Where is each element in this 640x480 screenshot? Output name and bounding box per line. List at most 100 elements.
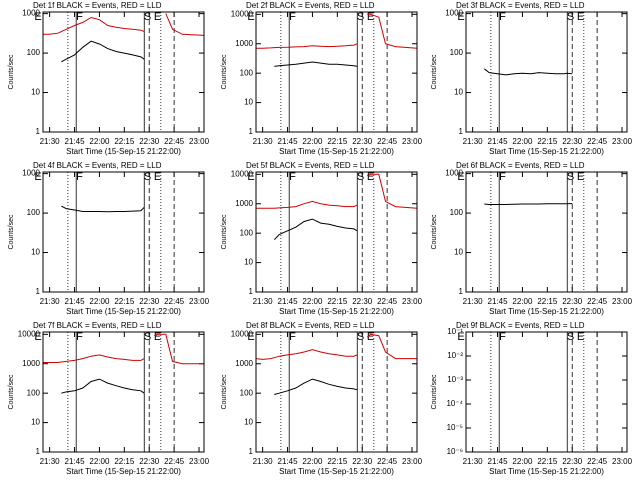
series-line — [484, 203, 573, 205]
y-axis-label: Counts/sec — [431, 374, 438, 410]
x-tick-label: 21:45 — [65, 457, 86, 466]
x-tick-label: 21:30 — [40, 137, 61, 146]
y-tick-label: 10000 — [18, 329, 41, 338]
x-axis-label: Start Time (15-Sep-15 21:22:00) — [66, 147, 181, 156]
x-tick-label: 23:00 — [612, 137, 633, 146]
y-axis-label: Counts/sec — [221, 374, 228, 410]
panel-title: Det 7f BLACK = Events, RED = LLD — [33, 321, 162, 330]
x-tick-label: 22:30 — [562, 457, 583, 466]
x-tick-label: 22:30 — [139, 137, 160, 146]
x-tick-label: 22:15 — [537, 297, 558, 306]
marker-label: E — [367, 331, 374, 343]
x-tick-label: 22:00 — [89, 457, 110, 466]
y-tick-label: 10⁻⁵ — [447, 423, 463, 432]
x-axis-label: Start Time (15-Sep-15 21:22:00) — [489, 307, 604, 316]
x-tick-label: 22:45 — [164, 137, 185, 146]
marker-label: S — [144, 331, 151, 343]
series-line — [273, 218, 358, 241]
marker-label: E — [457, 11, 464, 23]
x-tick-label: 22:00 — [302, 457, 323, 466]
y-tick-label: 10⁻³ — [447, 375, 463, 384]
y-tick-label: 10 — [244, 98, 253, 107]
x-tick-label: 22:45 — [164, 457, 185, 466]
marker-label: E — [457, 171, 464, 183]
x-axis-label: Start Time (15-Sep-15 21:22:00) — [489, 467, 604, 476]
x-tick-label: 22:30 — [562, 137, 583, 146]
x-tick-label: 21:30 — [40, 297, 61, 306]
y-axis-label: Counts/sec — [221, 54, 228, 90]
x-tick-label: 21:30 — [253, 457, 274, 466]
x-tick-label: 21:45 — [488, 137, 509, 146]
panel-title: Det 5f BLACK = Events, RED = LLD — [246, 161, 375, 170]
marker-label: E — [577, 11, 584, 23]
marker-label: S — [567, 11, 574, 23]
x-tick-label: 22:45 — [164, 297, 185, 306]
marker-label: S — [357, 331, 364, 343]
y-tick-label: 100 — [27, 48, 41, 57]
x-tick-label: 22:15 — [537, 457, 558, 466]
marker-label: E — [34, 11, 41, 23]
x-tick-label: 23:00 — [402, 457, 423, 466]
y-tick-label: 10⁻² — [447, 351, 463, 360]
x-axis-label: Start Time (15-Sep-15 21:22:00) — [66, 467, 181, 476]
x-axis-label: Start Time (15-Sep-15 21:22:00) — [279, 467, 394, 476]
y-tick-label: 100 — [240, 68, 254, 77]
x-tick-label: 21:30 — [463, 137, 484, 146]
y-tick-label: 10⁻⁶ — [447, 447, 463, 456]
x-tick-label: 22:45 — [377, 297, 398, 306]
y-tick-label: 10 — [31, 88, 40, 97]
x-tick-label: 21:45 — [278, 137, 299, 146]
x-tick-label: 22:15 — [327, 297, 348, 306]
y-tick-label: 100 — [240, 228, 254, 237]
x-tick-label: 23:00 — [189, 297, 210, 306]
marker-label: E — [367, 171, 374, 183]
y-tick-label: 1 — [459, 127, 464, 136]
y-tick-label: 10 — [31, 248, 40, 257]
y-tick-label: 10 — [454, 88, 463, 97]
y-tick-label: 1000 — [235, 39, 253, 48]
y-tick-label: 1 — [249, 127, 254, 136]
marker-label: F — [76, 331, 83, 343]
x-tick-label: 21:30 — [463, 297, 484, 306]
plot-frame — [42, 11, 205, 133]
y-axis-label: Counts/sec — [431, 54, 438, 90]
marker-label: F — [289, 171, 296, 183]
x-tick-label: 21:45 — [278, 297, 299, 306]
plot-frame — [465, 171, 628, 293]
series-line — [43, 13, 204, 36]
x-tick-label: 23:00 — [189, 137, 210, 146]
y-tick-label: 1000 — [445, 9, 463, 18]
x-tick-label: 23:00 — [612, 297, 633, 306]
x-tick-label: 21:45 — [488, 297, 509, 306]
y-tick-label: 10000 — [231, 169, 254, 178]
series-line — [61, 40, 145, 63]
x-axis-label: Start Time (15-Sep-15 21:22:00) — [66, 307, 181, 316]
x-tick-label: 21:30 — [463, 457, 484, 466]
marker-label: S — [144, 171, 151, 183]
x-tick-label: 22:15 — [114, 297, 135, 306]
y-tick-label: 1000 — [22, 9, 40, 18]
panel-title: Det 9f BLACK = Events, RED = LLD — [456, 321, 585, 330]
x-tick-label: 22:15 — [114, 457, 135, 466]
y-tick-label: 100 — [27, 208, 41, 217]
marker-label: S — [144, 11, 151, 23]
series-line — [61, 205, 145, 213]
y-tick-label: 1 — [459, 287, 464, 296]
x-tick-label: 22:30 — [352, 457, 373, 466]
y-tick-label: 1 — [249, 447, 254, 456]
marker-label: E — [247, 171, 254, 183]
marker-label: F — [499, 331, 506, 343]
marker-label: E — [577, 331, 584, 343]
series-line — [256, 13, 417, 49]
marker-label: E — [154, 331, 161, 343]
series-line — [274, 378, 358, 395]
marker-label: F — [76, 171, 83, 183]
marker-label: F — [499, 11, 506, 23]
marker-label: E — [577, 171, 584, 183]
y-tick-label: 10 — [454, 248, 463, 257]
marker-label: F — [289, 11, 296, 23]
marker-label: E — [457, 331, 464, 343]
marker-label: E — [34, 331, 41, 343]
marker-label: E — [154, 11, 161, 23]
x-tick-label: 21:45 — [278, 457, 299, 466]
